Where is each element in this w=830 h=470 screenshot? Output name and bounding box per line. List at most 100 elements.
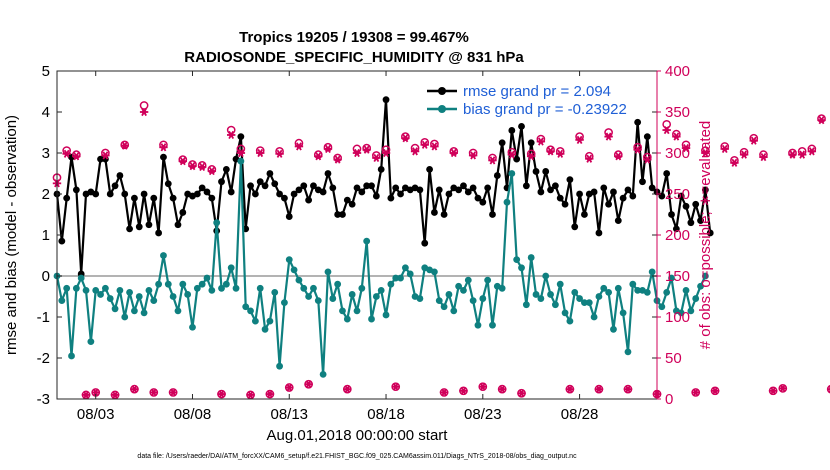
bias-point (469, 297, 477, 304)
obs-evaluated-marker (314, 152, 323, 161)
rmse-point (440, 211, 448, 218)
obs-evaluated-marker (62, 149, 71, 158)
x-axis: 08/03 08/08 08/13 08/18 08/23 08/28 (77, 71, 598, 423)
rmse-point (271, 180, 279, 188)
rmse-point (372, 192, 380, 200)
bias-point (179, 280, 187, 288)
obs-evaluated-marker (468, 151, 478, 160)
obs-evaluated-marker (352, 148, 362, 158)
obs-evaluated-marker (681, 143, 691, 153)
series-layer (52, 96, 830, 400)
bias-point (624, 348, 632, 356)
y-tick-label-right: 50 (665, 350, 682, 367)
obs-evaluated-marker (323, 144, 333, 153)
rmse-point (339, 211, 346, 218)
bias-point (184, 291, 192, 298)
bias-point (377, 286, 385, 294)
rmse-point (261, 182, 269, 190)
bias-point (551, 301, 559, 309)
obs-evaluated-marker (594, 385, 604, 394)
bias-point (590, 313, 598, 321)
obs-evaluated-marker (420, 140, 429, 149)
obs-evaluated-marker (672, 132, 681, 141)
bias-point (227, 264, 235, 272)
rmse-point (72, 186, 80, 194)
y-tick-label-right: 350 (665, 104, 690, 121)
rmse-point (353, 184, 361, 192)
bias-point (310, 284, 317, 292)
rmse-point (131, 194, 138, 202)
rmse-point (222, 166, 230, 173)
bias-point (348, 291, 356, 298)
bias-point (697, 282, 704, 290)
bias-point (542, 272, 550, 280)
obs-evaluated-marker (739, 150, 749, 159)
rmse-point (571, 223, 579, 231)
obs-evaluated-marker (507, 150, 517, 159)
rmse-point (179, 209, 187, 216)
bias-point (648, 268, 656, 276)
obs-possible-marker (139, 101, 149, 110)
rmse-point (155, 229, 163, 237)
rmse-point (368, 182, 375, 190)
bias-point (372, 293, 380, 300)
bias-point (435, 297, 443, 304)
obs-evaluated-marker (236, 148, 246, 158)
rmse-point (116, 172, 124, 179)
y-tick-label: 3 (42, 145, 50, 162)
rmse-point (556, 194, 564, 202)
bias-point (668, 274, 675, 282)
legend-swatch-marker (438, 87, 446, 95)
rmse-point (600, 184, 608, 192)
x-tick-label: 08/08 (174, 406, 212, 423)
rmse-point (160, 153, 167, 161)
rmse-point (522, 182, 530, 190)
rmse-point (237, 133, 245, 141)
bias-point (498, 284, 506, 292)
obs-evaluated-marker (517, 389, 526, 398)
bias-point (503, 198, 511, 206)
rmse-point (392, 184, 400, 192)
rmse-point (469, 184, 477, 192)
y-tick-label: 1 (42, 227, 50, 244)
bias-point (484, 276, 492, 284)
bias-point (218, 284, 225, 292)
rmse-point (474, 194, 482, 202)
rmse-point (532, 168, 540, 175)
rmse-point (687, 219, 695, 227)
obs-evaluated-marker (449, 148, 458, 158)
bias-point (72, 284, 80, 292)
rmse-point (479, 198, 487, 206)
bias-point (208, 286, 216, 294)
rmse-point (431, 209, 438, 216)
bias-point (600, 284, 608, 292)
rmse-point (121, 190, 129, 198)
obs-evaluated-marker (759, 153, 768, 162)
rmse-point (566, 176, 574, 184)
bias-point (595, 293, 603, 300)
rmse-point (677, 192, 685, 200)
obs-evaluated-marker (304, 380, 313, 389)
bias-point (474, 321, 482, 329)
rmse-point (97, 155, 104, 163)
obs-evaluated-marker (585, 154, 594, 163)
rmse-point (706, 229, 714, 237)
bias-point (527, 254, 535, 261)
bias-point (401, 264, 409, 272)
rmse-point (576, 190, 583, 198)
obs-evaluated-marker (614, 152, 623, 161)
bias-point (131, 307, 138, 315)
bias-point (319, 371, 327, 378)
bias-point (556, 280, 564, 288)
rmse-point (198, 184, 206, 192)
rmse-point (445, 190, 453, 198)
obs-evaluated-marker (730, 158, 739, 167)
bias-point (237, 157, 245, 165)
bias-point (537, 295, 545, 302)
bias-point (305, 293, 313, 300)
rmse-point (455, 186, 463, 194)
bias-point (464, 276, 472, 284)
bias-point (605, 289, 613, 296)
chart-subtitle: RADIOSONDE_SPECIFIC_HUMIDITY @ 831 hPa (184, 49, 524, 66)
bias-point (324, 268, 332, 276)
